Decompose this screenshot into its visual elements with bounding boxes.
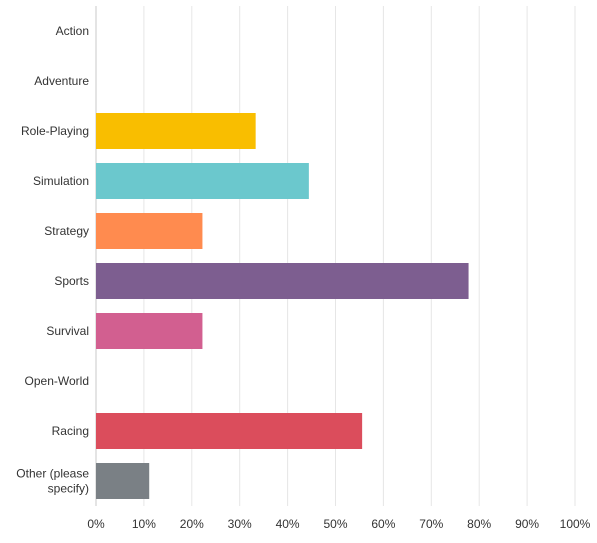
x-axis-tick-labels: 0% 10% 20% 30% 40% 50% 60% 70% 80% 90% 100%: [87, 517, 590, 531]
category-label: Survival: [46, 324, 89, 338]
bar-sports[interactable]: [96, 263, 469, 299]
category-label: Adventure: [34, 74, 89, 88]
category-label: Racing: [52, 424, 89, 438]
category-label: Other (please: [16, 467, 89, 481]
category-label: Role-Playing: [21, 124, 89, 138]
category-label: specify): [48, 482, 89, 496]
x-tick-label: 60%: [371, 517, 395, 531]
bars: [96, 113, 469, 499]
x-tick-label: 10%: [132, 517, 156, 531]
x-tick-label: 40%: [276, 517, 300, 531]
bar-simulation[interactable]: [96, 163, 309, 199]
x-tick-label: 90%: [515, 517, 539, 531]
bar-role-playing[interactable]: [96, 113, 256, 149]
x-tick-label: 50%: [323, 517, 347, 531]
category-label: Sports: [54, 274, 89, 288]
bar-strategy[interactable]: [96, 213, 203, 249]
bar-racing[interactable]: [96, 413, 363, 449]
x-tick-label: 70%: [419, 517, 443, 531]
grid: [95, 6, 576, 506]
bar-survival[interactable]: [96, 313, 203, 349]
x-tick-label: 20%: [180, 517, 204, 531]
x-tick-label: 0%: [87, 517, 105, 531]
category-label: Action: [56, 24, 89, 38]
x-tick-label: 30%: [228, 517, 252, 531]
category-label: Strategy: [44, 224, 89, 238]
x-tick-label: 80%: [467, 517, 491, 531]
category-label: Simulation: [33, 174, 89, 188]
bar-other-please-specify[interactable]: [96, 463, 150, 499]
x-tick-label: 100%: [560, 517, 591, 531]
category-labels: Action Adventure Role-Playing Simulation Str…: [16, 24, 89, 496]
category-label: Open-World: [25, 374, 89, 388]
